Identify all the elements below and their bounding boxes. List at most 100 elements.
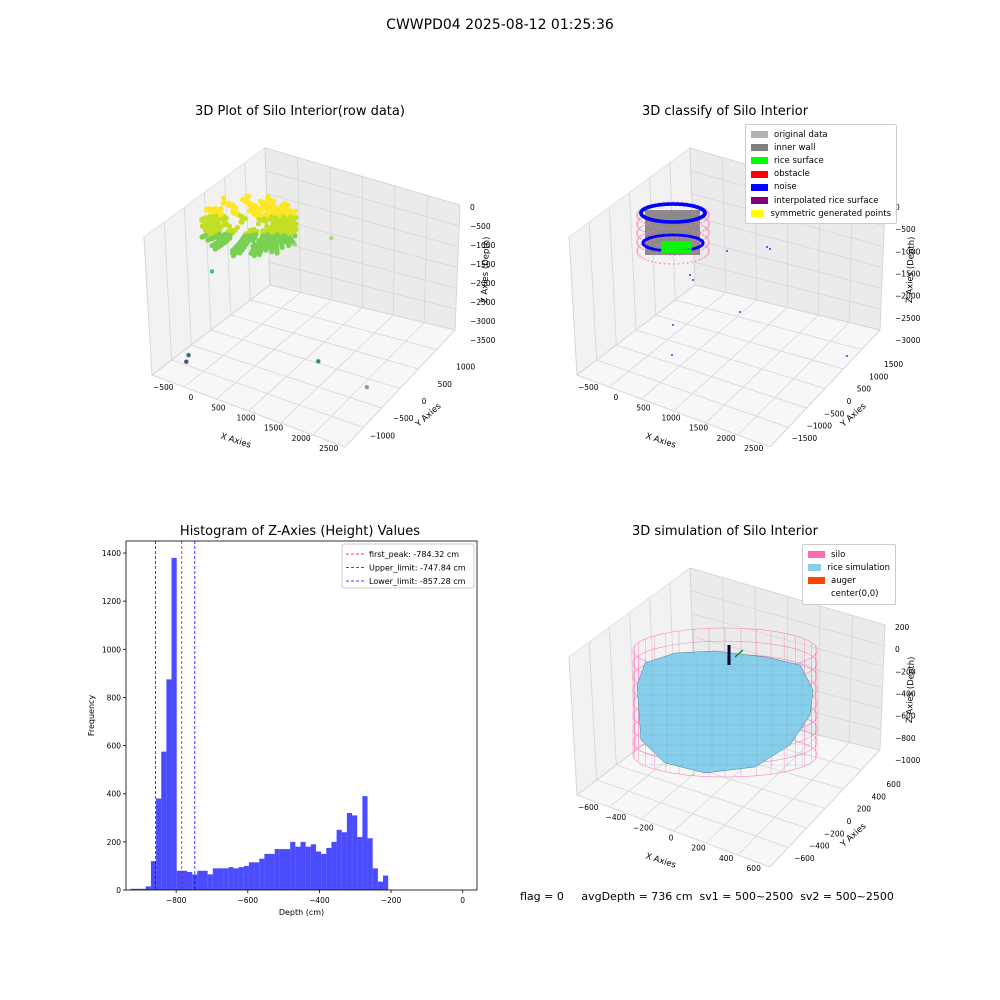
legend-item: auger (808, 574, 890, 587)
interpolated-point (636, 215, 639, 218)
interpolated-point (695, 250, 698, 253)
outlier-point (316, 359, 321, 364)
rice-surface-point (679, 249, 683, 253)
histogram-bar (145, 886, 151, 890)
z-tick-label: −1000 (470, 241, 496, 250)
interpolated-point (677, 262, 680, 265)
z-tick-label: −2500 (470, 298, 496, 307)
interpolated-point (659, 262, 661, 265)
interpolated-point (656, 229, 659, 232)
interpolated-point (664, 253, 667, 256)
legend-label: inner wall (774, 142, 816, 153)
histogram-bar (310, 844, 316, 890)
interpolated-point (640, 235, 642, 237)
cluster-point (237, 248, 243, 254)
interpolated-point (707, 253, 709, 255)
y-tick-label: 0 (847, 397, 852, 406)
interpolated-point (707, 242, 710, 244)
grid-line (879, 624, 886, 751)
legend-label: auger (831, 575, 856, 586)
interpolated-point (636, 241, 638, 244)
z-tick-label: 0 (895, 203, 900, 212)
x-tick-label: −200 (633, 823, 654, 832)
outlier-point (292, 242, 298, 247)
rice-surface-point (673, 245, 677, 249)
z-tick-label: −3000 (895, 336, 921, 345)
cluster-point (205, 237, 211, 243)
interpolated-point (694, 212, 697, 215)
interpolated-point (704, 237, 707, 240)
interpolated-point (662, 226, 665, 229)
grid-line (769, 329, 881, 448)
interpolated-point (648, 250, 650, 253)
interpolated-point (638, 236, 640, 239)
cluster-point (269, 249, 275, 255)
x-tick-label: 200 (691, 844, 706, 853)
histogram-bar (202, 870, 208, 890)
grid-line (689, 567, 886, 626)
rice-surface-point (676, 241, 680, 245)
interpolated-point (636, 231, 638, 234)
interpolated-point (706, 237, 709, 239)
y-tick-label: −500 (393, 414, 414, 423)
interpolated-point (673, 254, 676, 256)
interpolated-point (636, 248, 639, 251)
y-tick-label: 400 (872, 792, 887, 801)
y-axis-label: Frequency (87, 695, 96, 737)
histogram-bar (285, 849, 291, 890)
interpolated-point (698, 259, 701, 261)
legend-label: Lower_limit: -857.28 cm (369, 577, 466, 586)
cluster-point (284, 239, 290, 245)
interpolated-point (668, 210, 671, 212)
legend-label: original data (774, 129, 828, 140)
x-tick-label: 1000 (661, 413, 680, 422)
y-tick-label: 600 (886, 780, 901, 789)
silo-simulation (632, 627, 818, 778)
interpolated-point (636, 224, 639, 227)
x-tick-label: 0 (613, 393, 618, 402)
legend-item: center(0,0) (808, 588, 890, 601)
interpolated-point (693, 233, 696, 236)
interpolated-point (679, 228, 682, 231)
x-tick-label: −400 (309, 896, 330, 905)
interpolated-point (637, 217, 640, 220)
noise-point (666, 233, 670, 237)
y-tick-label: 400 (107, 790, 122, 799)
histogram-bar (254, 862, 260, 890)
cluster-point (202, 232, 209, 239)
interpolated-point (699, 232, 702, 235)
outlier-point (186, 352, 191, 358)
interpolated-point (636, 233, 639, 235)
interpolated-point (636, 234, 639, 237)
rice-surface-point (667, 249, 671, 253)
y-tick-label: 0 (422, 397, 427, 406)
noise-point (739, 311, 741, 313)
interpolated-point (704, 244, 707, 247)
histogram-bar (367, 838, 373, 890)
interpolated-point (708, 223, 710, 226)
z-tick-label: −3000 (470, 317, 496, 326)
interpolated-point (654, 225, 656, 228)
noise-point (726, 250, 728, 252)
histogram-bar (130, 888, 136, 890)
interpolated-point (707, 243, 710, 246)
outlier-point (209, 269, 215, 274)
y-tick-label: 200 (857, 805, 872, 814)
interpolated-point (636, 212, 639, 215)
interpolated-point (648, 231, 651, 234)
legend-item: rice simulation (808, 561, 890, 574)
interpolated-point (647, 259, 650, 262)
histogram-bar (197, 870, 203, 890)
legend-item: silo (808, 548, 890, 561)
legend-swatch (751, 197, 768, 205)
z-tick-label: −500 (895, 225, 916, 234)
interpolated-point (707, 251, 710, 254)
interpolated-point (693, 239, 696, 242)
point-cluster (199, 193, 299, 259)
interpolated-point (704, 247, 706, 249)
panel3-histogram: −800 −600 −400 −200 0 0 200 400 600 800 1000 1200 14… (87, 540, 478, 917)
grid-line (568, 656, 578, 796)
grid-line (269, 284, 456, 331)
rice-surface-point (682, 245, 686, 249)
